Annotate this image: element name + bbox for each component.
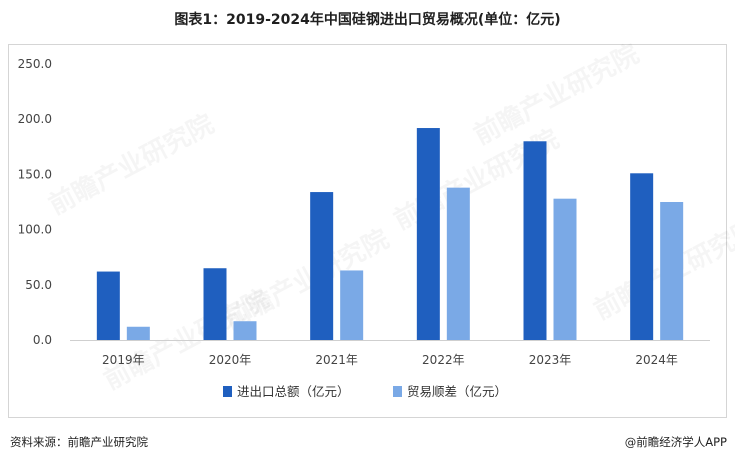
y-tick-label: 200.0 [18,112,52,126]
bar-surplus-2 [340,270,364,340]
y-tick-label: 50.0 [25,278,52,292]
legend-label-1: 贸易顺差（亿元） [407,384,507,399]
bar-surplus-5 [660,202,684,340]
legend-swatch-0 [223,386,232,397]
chart-title: 图表1：2019-2024年中国硅钢进出口贸易概况(单位：亿元) [174,12,561,28]
x-tick-label: 2019年 [102,353,145,367]
legend-label-0: 进出口总额（亿元） [237,384,350,399]
watermark-text: 前瞻产业研究院 [44,108,219,221]
y-tick-label: 0.0 [33,333,52,347]
bar-total-0 [96,271,120,340]
y-tick-label: 150.0 [18,167,52,181]
bar-total-5 [630,173,654,340]
chart-frame [8,44,727,418]
source-note: 资料来源：前瞻产业研究院 [10,435,148,449]
legend-swatch-1 [393,386,402,397]
watermark-text: 前瞻产业研究院 [469,38,644,151]
x-tick-label: 2024年 [635,353,678,367]
bar-total-3 [416,128,440,340]
bar-total-2 [310,192,334,340]
bar-surplus-1 [233,321,257,340]
y-tick-label: 100.0 [18,223,52,237]
brand-credit: @前瞻经济学人APP [624,435,727,449]
bar-total-1 [203,268,227,340]
x-tick-label: 2021年 [315,353,358,367]
x-tick-label: 2020年 [209,353,252,367]
x-tick-label: 2022年 [422,353,465,367]
y-tick-label: 250.0 [18,57,52,71]
x-tick-label: 2023年 [529,353,572,367]
bar-surplus-4 [553,198,577,340]
bar-surplus-0 [126,326,150,340]
bar-surplus-3 [446,187,470,340]
bar-total-4 [523,141,547,340]
